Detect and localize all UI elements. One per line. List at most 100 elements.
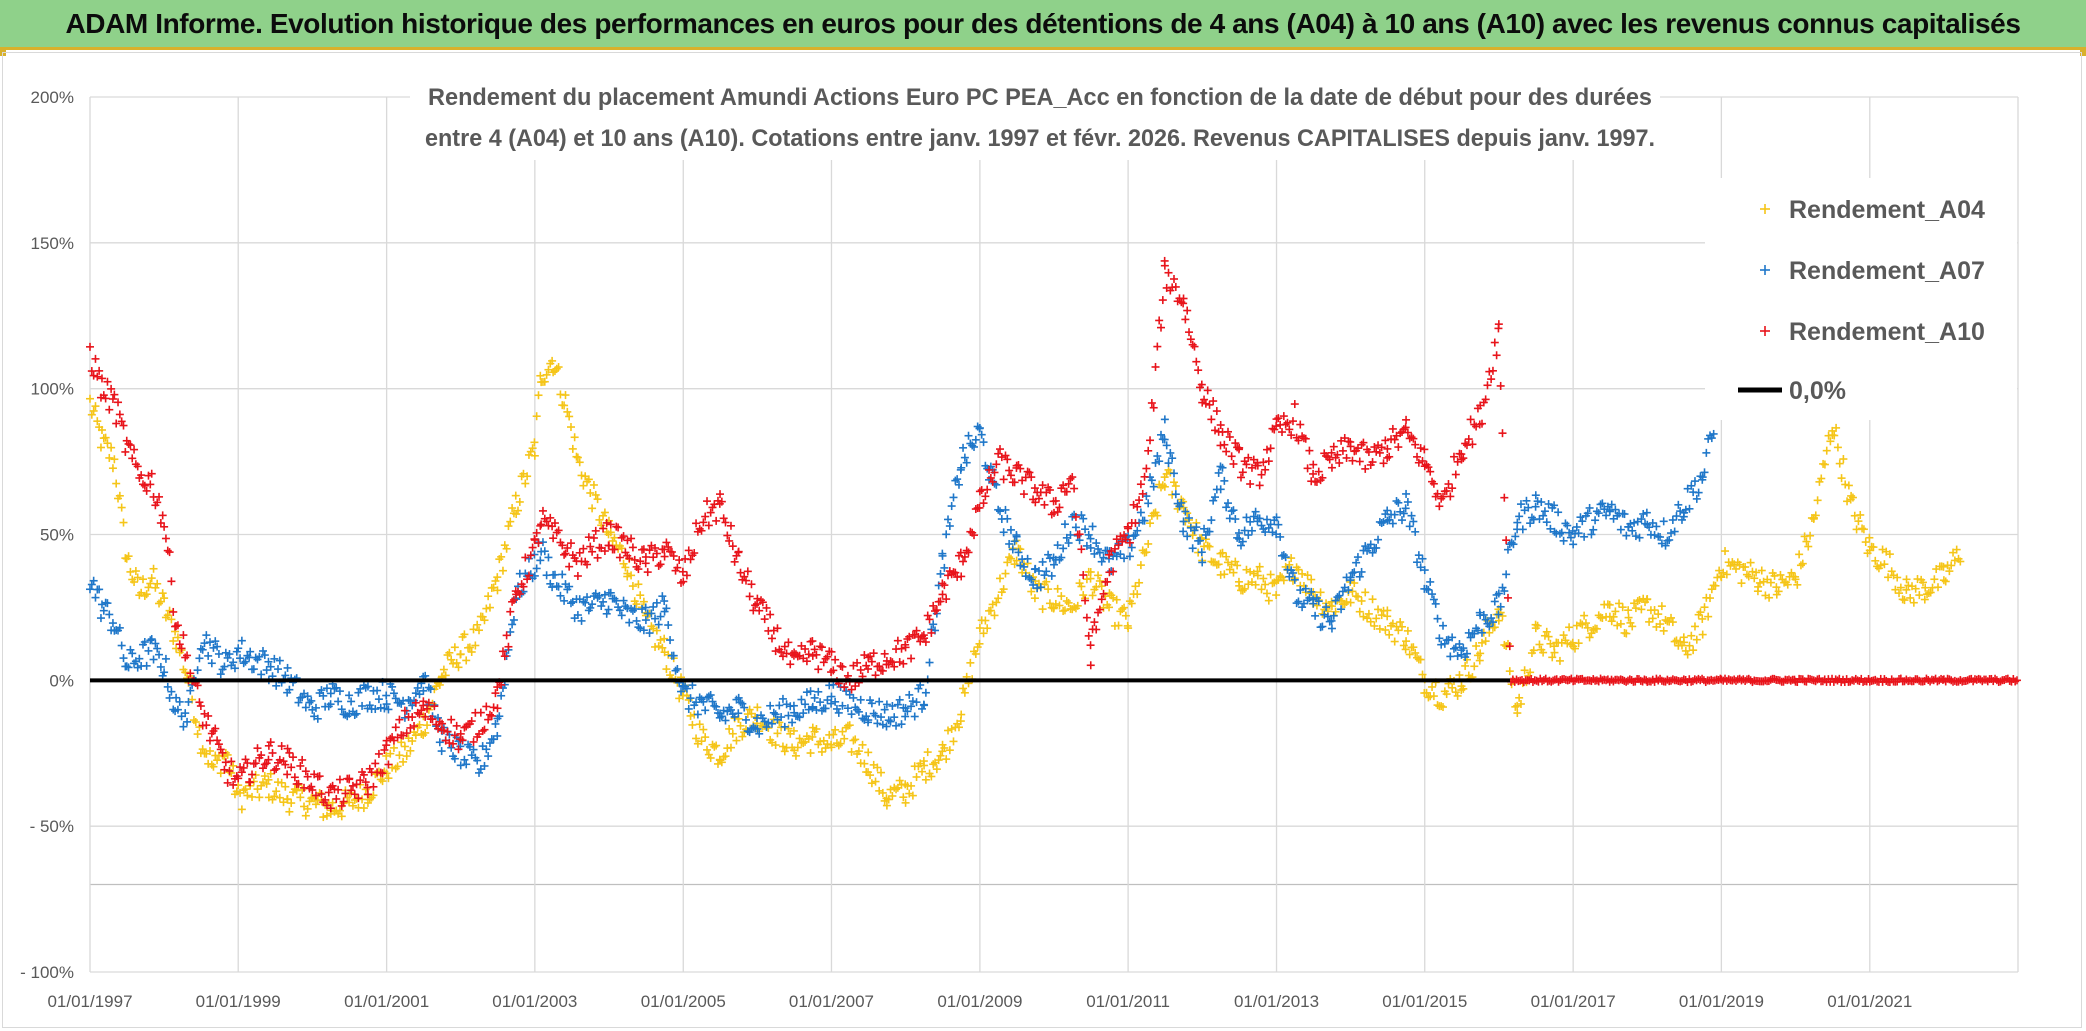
data-point: [147, 635, 156, 644]
data-point: [764, 718, 773, 727]
data-point: [692, 698, 701, 707]
data-point: [988, 600, 997, 609]
data-point: [769, 708, 778, 717]
data-point: [1392, 497, 1401, 506]
data-point: [931, 607, 940, 616]
data-point: [258, 646, 267, 655]
data-point: [573, 572, 582, 581]
data-point: [1698, 630, 1707, 639]
data-point: [506, 517, 515, 526]
data-point: [638, 605, 647, 614]
data-point: [438, 719, 447, 728]
data-point: [1854, 517, 1863, 526]
data-point: [1125, 538, 1134, 547]
data-point: [205, 746, 214, 755]
data-point: [753, 594, 762, 603]
data-point: [1133, 502, 1142, 511]
data-point: [1813, 496, 1822, 505]
data-point: [921, 775, 930, 784]
data-point: [775, 701, 784, 710]
data-point: [386, 734, 395, 743]
data-point: [1333, 593, 1342, 602]
data-point: [760, 615, 769, 624]
data-point: [105, 610, 114, 619]
data-point: [1136, 480, 1145, 489]
data-point: [1668, 675, 1677, 684]
data-point: [949, 493, 958, 502]
data-point: [1902, 575, 1911, 584]
data-point: [669, 651, 678, 660]
data-point: [583, 560, 592, 569]
data-point: [1385, 452, 1394, 461]
data-point: [439, 726, 448, 735]
data-point: [1355, 457, 1364, 466]
data-point: [305, 698, 314, 707]
data-point: [606, 528, 615, 537]
data-point: [699, 518, 708, 527]
data-point: [1516, 699, 1525, 708]
data-point: [456, 650, 465, 659]
data-point: [1062, 487, 1071, 496]
chart-title-line: Rendement du placement Amundi Actions Eu…: [428, 84, 1652, 111]
data-point: [944, 726, 953, 735]
data-point: [1064, 598, 1073, 607]
data-point: [337, 705, 346, 714]
data-point: [778, 742, 787, 751]
data-point: [873, 719, 882, 728]
data-point: [1407, 511, 1416, 520]
data-point: [181, 709, 190, 718]
data-point: [1529, 646, 1538, 655]
data-point: [942, 595, 951, 604]
y-tick-label: - 100%: [20, 963, 74, 982]
data-point: [1559, 536, 1568, 545]
data-point: [1322, 603, 1331, 612]
data-point: [1487, 375, 1496, 384]
data-point: [1183, 306, 1192, 315]
data-point: [1399, 425, 1408, 434]
data-point: [1285, 560, 1294, 569]
data-point: [540, 547, 549, 556]
data-point: [1379, 518, 1388, 527]
data-point: [1402, 637, 1411, 646]
data-point: [1411, 527, 1420, 536]
data-point: [167, 577, 176, 586]
data-point: [1200, 395, 1209, 404]
data-point: [1095, 548, 1104, 557]
data-point: [784, 638, 793, 647]
data-point: [673, 664, 682, 673]
y-tick-label: 150%: [31, 234, 74, 253]
data-point: [1616, 525, 1625, 534]
data-point: [395, 715, 404, 724]
data-point: [246, 647, 255, 656]
data-point: [1448, 683, 1457, 692]
data-point: [234, 644, 243, 653]
data-point: [1893, 573, 1902, 582]
data-point: [780, 642, 789, 651]
data-point: [1627, 676, 1636, 685]
data-point: [1515, 512, 1524, 521]
data-point: [829, 666, 838, 675]
data-point: [1335, 458, 1344, 467]
data-point: [105, 453, 114, 462]
data-point: [264, 741, 273, 750]
data-point: [230, 664, 239, 673]
data-point: [538, 506, 547, 515]
data-point: [1225, 432, 1234, 441]
data-point: [1837, 474, 1846, 483]
data-point: [1607, 617, 1616, 626]
data-point: [424, 698, 433, 707]
data-point: [1426, 577, 1435, 586]
data-point: [1843, 497, 1852, 506]
data-point: [929, 620, 938, 629]
data-point: [515, 497, 524, 506]
data-point: [1006, 554, 1015, 563]
data-point: [107, 384, 116, 393]
data-point: [1121, 611, 1130, 620]
data-point: [508, 504, 517, 513]
data-point: [423, 704, 432, 713]
data-point: [1084, 530, 1093, 539]
data-point: [882, 801, 891, 810]
data-point: [534, 539, 543, 548]
data-point: [1140, 472, 1149, 481]
data-point: [343, 793, 352, 802]
